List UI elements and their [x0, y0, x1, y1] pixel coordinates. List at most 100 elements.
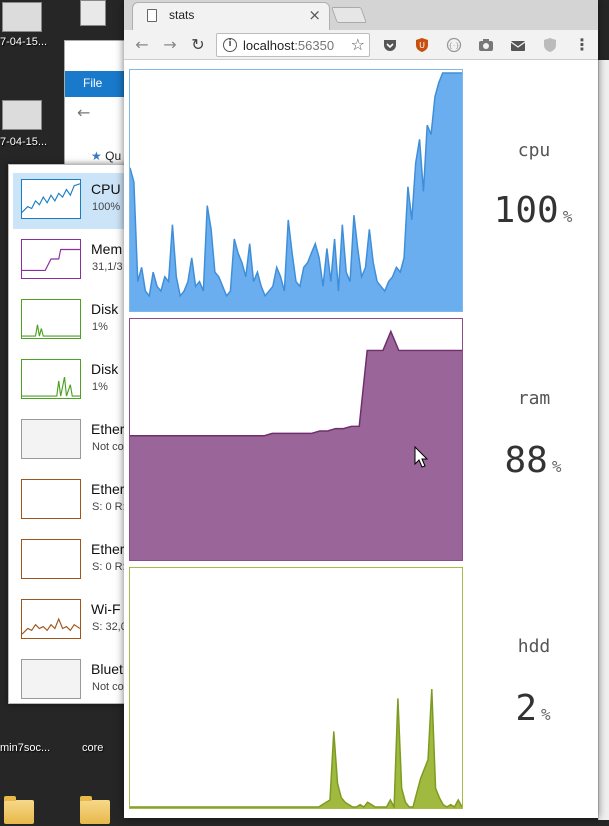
- task-manager-item-name: Disk: [91, 361, 119, 377]
- task-manager-item-value: Not co: [92, 441, 124, 453]
- folder-icon[interactable]: [80, 796, 110, 824]
- task-manager-item-value: S: 0 R:: [92, 561, 126, 573]
- area-graph: [130, 329, 462, 560]
- task-manager-item-name: Disk: [91, 301, 119, 317]
- close-icon[interactable]: ×: [308, 6, 321, 24]
- graph-line: [130, 72, 462, 298]
- graph-area: [130, 72, 462, 311]
- browser-window: stats × ← → ↻ i localhost:56350 ☆ U {·} …: [124, 0, 598, 818]
- desktop-file-icon[interactable]: [2, 2, 42, 32]
- ram-label: ram: [517, 388, 551, 409]
- camera-icon[interactable]: [478, 37, 494, 53]
- mini-graph: [21, 359, 81, 399]
- task-manager-item-value: Not co: [92, 681, 124, 693]
- cpu-unit: %: [562, 207, 573, 226]
- mouse-cursor-icon: [414, 446, 428, 468]
- task-manager-item[interactable]: Mem 31,1/3: [13, 233, 129, 289]
- mini-graph: [21, 479, 81, 519]
- ribbon-file-tab[interactable]: File: [65, 71, 135, 97]
- cpu-value: 100%: [478, 190, 588, 231]
- graph-area: [130, 331, 462, 560]
- ram-unit: %: [551, 457, 562, 476]
- task-manager-item-name: Mem: [91, 241, 123, 257]
- area-graph: [130, 72, 462, 311]
- task-manager-item[interactable]: Disk 1%: [13, 293, 129, 349]
- mini-graph: [21, 659, 81, 699]
- mini-graph: [21, 179, 81, 219]
- task-manager-item-name: CPU: [91, 181, 121, 197]
- shield-icon[interactable]: [542, 37, 558, 53]
- mini-graph-line: [22, 617, 80, 635]
- mini-graph: [21, 539, 81, 579]
- forward-icon[interactable]: →: [163, 35, 177, 54]
- ublock-icon[interactable]: U: [414, 37, 430, 53]
- ram-percent: 88: [504, 440, 548, 481]
- mini-graph: [21, 239, 81, 279]
- task-manager-item-name: Ether: [91, 481, 125, 497]
- task-manager-item[interactable]: Ether Not co: [13, 413, 129, 469]
- task-manager-item[interactable]: Ether S: 0 R:: [13, 533, 129, 589]
- quick-access-item[interactable]: ★ Qu: [91, 149, 121, 163]
- task-manager-item-value: S: 0 R:: [92, 501, 126, 513]
- background-window-edge: [598, 60, 609, 820]
- ram-value: 88%: [478, 440, 588, 481]
- page-icon: [147, 9, 157, 22]
- back-icon[interactable]: ←: [135, 35, 149, 54]
- reload-icon[interactable]: ↻: [191, 35, 205, 54]
- task-manager-item-value: 31,1/3: [92, 261, 123, 273]
- task-manager-item[interactable]: Wi-F S: 32,0: [13, 593, 129, 649]
- browser-toolbar: ← → ↻ i localhost:56350 ☆ U {·} ⋮: [124, 30, 598, 60]
- quick-access-label: Qu: [105, 149, 122, 163]
- graph-area: [130, 688, 462, 808]
- url-text: localhost:56350: [243, 38, 335, 53]
- task-manager-item-value: 100%: [92, 201, 121, 213]
- info-icon[interactable]: i: [223, 38, 237, 52]
- file-explorer-window: File ← ★ Qu: [64, 40, 135, 180]
- mini-graph: [21, 299, 81, 339]
- code-extension-icon[interactable]: {·}: [446, 37, 462, 53]
- desktop-label: core: [82, 742, 104, 754]
- mini-graph-line: [22, 376, 80, 397]
- svg-text:{·}: {·}: [448, 42, 459, 50]
- desktop-file-icon[interactable]: [80, 0, 106, 26]
- task-manager-item-name: Ether: [91, 541, 125, 557]
- tab-bar: stats ×: [124, 0, 598, 30]
- ram-graph-panel: [129, 318, 463, 561]
- graph-line: [130, 688, 462, 808]
- hdd-label: hdd: [517, 636, 551, 657]
- menu-icon[interactable]: ⋮: [574, 35, 590, 54]
- cpu-label: cpu: [517, 140, 551, 161]
- task-manager-item-value: S: 32,0: [92, 621, 127, 633]
- hdd-graph-panel: [129, 567, 463, 809]
- task-manager-window: CPU 100% Mem 31,1/3 Disk 1% Disk 1% Ether Not co E…: [8, 164, 129, 704]
- mail-icon[interactable]: [510, 37, 526, 53]
- task-manager-item[interactable]: Ether S: 0 R:: [13, 473, 129, 529]
- task-manager-item-value: 1%: [92, 321, 108, 333]
- mini-graph-line: [22, 183, 80, 213]
- mini-graph: [21, 419, 81, 459]
- address-bar[interactable]: i localhost:56350 ☆: [216, 33, 370, 57]
- hdd-percent: 2: [515, 688, 538, 729]
- desktop-label: 7-04-15...: [0, 136, 48, 148]
- new-tab-button[interactable]: [331, 7, 367, 23]
- hdd-value: 2%: [478, 688, 588, 729]
- desktop-label: min7soc...: [0, 742, 51, 754]
- cpu-percent: 100: [493, 190, 559, 231]
- task-manager-item[interactable]: CPU 100%: [13, 173, 129, 229]
- desktop-file-icon[interactable]: [2, 100, 42, 130]
- stats-page: cpu 100% ram 88% hdd 2%: [124, 60, 598, 818]
- task-manager-item-name: Ether: [91, 421, 125, 437]
- tab-stats[interactable]: stats ×: [132, 2, 330, 30]
- svg-text:U: U: [419, 41, 425, 50]
- task-manager-item-name: Wi-F: [91, 601, 121, 617]
- task-manager-item[interactable]: Disk 1%: [13, 353, 129, 409]
- bookmark-star-icon[interactable]: ☆: [350, 35, 365, 54]
- pocket-icon[interactable]: [382, 37, 398, 53]
- hdd-unit: %: [541, 705, 551, 724]
- mini-graph-line: [22, 248, 80, 271]
- cpu-graph-panel: [129, 69, 463, 312]
- task-manager-item[interactable]: Bluet Not co: [13, 653, 129, 709]
- graph-line: [130, 329, 462, 437]
- folder-icon[interactable]: [4, 796, 34, 824]
- back-arrow-icon[interactable]: ←: [77, 103, 91, 122]
